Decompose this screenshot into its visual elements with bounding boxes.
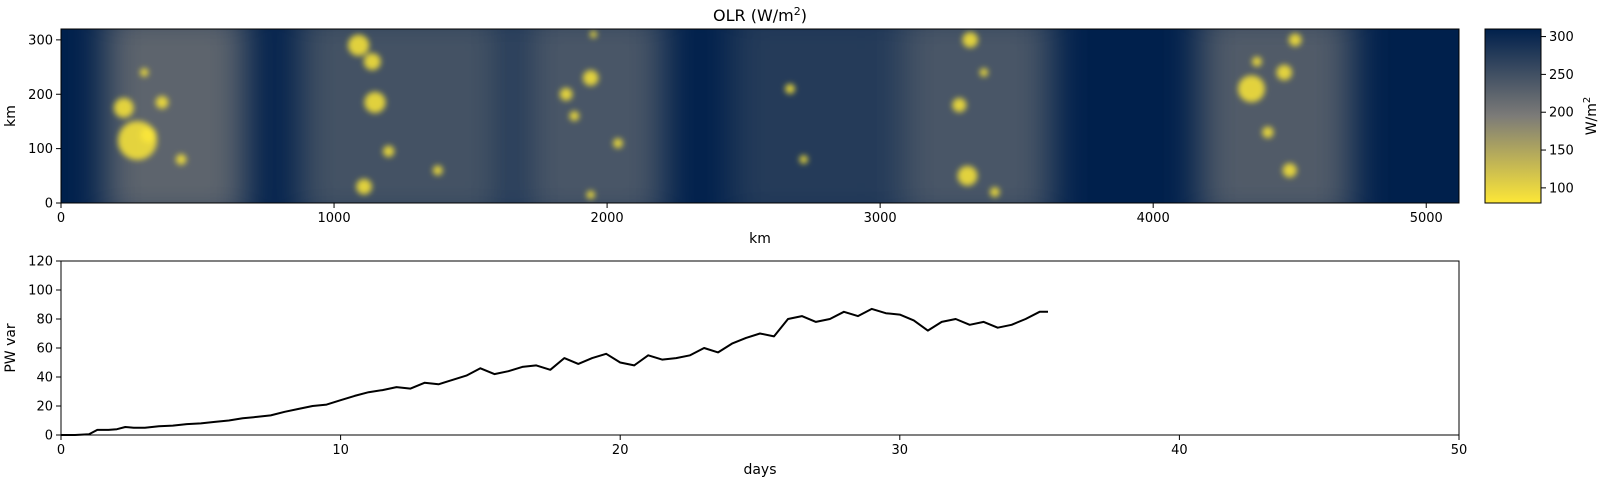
cold-cloud-cell-7 [363, 53, 381, 71]
cold-cloud-cell-30 [1288, 33, 1302, 47]
colorbar-tick-label: 150 [1549, 144, 1574, 159]
line-y-tick-label: 60 [36, 342, 53, 357]
cold-cloud-cell-24 [989, 187, 1000, 198]
heatmap-x-tick-label: 0 [57, 211, 65, 226]
cold-cloud-cell-10 [382, 145, 395, 158]
cold-cloud-cell-25 [1237, 75, 1265, 103]
heatmap-x-tick-label: 1000 [318, 211, 351, 226]
cold-cloud-cell-2 [140, 127, 157, 143]
cold-cloud-cell-6 [347, 34, 370, 56]
line-y-tick-label: 20 [36, 400, 53, 415]
line-x-tick-label: 50 [1451, 443, 1468, 458]
cold-cloud-cell-21 [957, 165, 978, 186]
line-y-label: PW var [3, 323, 19, 373]
colorbar-label: W/m2 [1582, 97, 1600, 136]
colorbar-tick-label: 250 [1549, 68, 1574, 83]
line-y-tick-label: 80 [36, 313, 53, 328]
heatmap-y-tick-label: 200 [28, 88, 53, 103]
convective-band-3 [729, 29, 894, 203]
cold-cloud-cell-22 [962, 32, 979, 48]
colorbar-tick-label: 100 [1549, 181, 1574, 196]
line-y-tick-label: 120 [28, 255, 53, 270]
heatmap-cold-cloud-cells [113, 30, 1302, 200]
olr-heatmap-panel: OLR (W/m2) 0 1000 2000 3000 4000 5000 0 100 200… [3, 5, 1460, 247]
colorbar-tick-label: 300 [1549, 30, 1574, 45]
cold-cloud-cell-19 [799, 155, 808, 164]
heatmap-title: OLR (W/m2) [713, 5, 807, 25]
line-x-tick-label: 0 [57, 443, 65, 458]
heatmap-y-tick-label: 300 [28, 33, 53, 48]
line-y-tick-label: 40 [36, 371, 53, 386]
colorbar-tick-label: 200 [1549, 106, 1574, 121]
line-x-label: days [743, 462, 776, 478]
cold-cloud-cell-29 [1282, 163, 1297, 178]
convective-band-2 [522, 29, 665, 203]
heatmap-y-tick-label: 100 [28, 142, 53, 157]
heatmap-frame [60, 28, 1460, 204]
cold-cloud-cell-28 [1251, 56, 1262, 67]
line-x-tick-label: 10 [332, 443, 349, 458]
cold-cloud-cell-4 [140, 68, 149, 77]
line-x-tick-label: 20 [612, 443, 629, 458]
pw-var-series-line [61, 307, 1048, 436]
cold-cloud-cell-17 [613, 138, 623, 149]
cold-cloud-cell-26 [1276, 64, 1293, 81]
heatmap-y-tick-label: 0 [45, 197, 53, 212]
cold-cloud-cell-3 [155, 96, 169, 109]
heatmap-x-tick-label: 3000 [864, 211, 897, 226]
cold-cloud-cell-5 [175, 154, 187, 165]
cold-cloud-cell-9 [356, 178, 372, 195]
convective-band-5 [1199, 29, 1353, 203]
cold-cloud-cell-20 [952, 98, 967, 113]
line-y-tick-label: 0 [45, 429, 53, 444]
heatmap-convective-bands [104, 29, 1353, 203]
heatmap-y-label: km [3, 105, 19, 127]
line-x-tick-label: 40 [1171, 443, 1188, 458]
cold-cloud-cell-23 [979, 68, 989, 77]
heatmap-x-tick-label: 4000 [1137, 211, 1170, 226]
heatmap-x-label: km [749, 231, 771, 247]
heatmap-x-tick-label: 2000 [591, 211, 624, 226]
cold-cloud-cell-16 [589, 30, 597, 38]
cold-cloud-cell-13 [582, 70, 599, 86]
cold-cloud-cell-8 [364, 91, 386, 114]
line-plot-area [60, 260, 1460, 436]
line-y-ticks: 0 20 40 60 80 100 120 [28, 255, 61, 444]
cold-cloud-cell-11 [432, 165, 443, 176]
cold-cloud-cell-14 [569, 111, 580, 121]
cold-cloud-cell-27 [1262, 126, 1274, 138]
pw-var-line-panel: 0 10 20 30 40 50 0 20 40 60 80 100 120 days PW var [3, 255, 1467, 479]
colorbar-ticks: 100 150 200 250 300 [1541, 30, 1574, 196]
colorbar: 100 150 200 250 300 W/m2 [1484, 28, 1600, 204]
cold-cloud-cell-15 [586, 190, 595, 200]
cold-cloud-cell-18 [785, 83, 796, 94]
line-x-tick-label: 30 [892, 443, 909, 458]
heatmap-x-tick-label: 5000 [1410, 211, 1443, 226]
line-x-ticks: 0 10 20 30 40 50 [57, 435, 1467, 458]
cold-cloud-cell-12 [559, 87, 573, 101]
colorbar-gradient [1484, 28, 1542, 204]
heatmap-x-ticks: 0 1000 2000 3000 4000 5000 [57, 203, 1443, 226]
cold-cloud-cell-1 [113, 97, 134, 118]
heatmap-y-ticks: 0 100 200 300 [28, 33, 61, 212]
line-y-tick-label: 100 [28, 284, 53, 299]
convective-band-1 [298, 29, 507, 203]
